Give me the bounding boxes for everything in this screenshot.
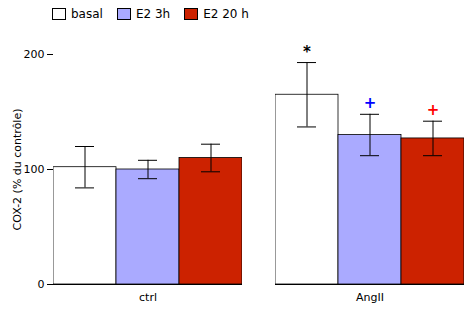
svg-text:COX-2 (% du contrôle): COX-2 (% du contrôle) xyxy=(11,109,24,231)
html-text:E2 20 h: E2 20 h xyxy=(203,7,249,21)
svg-text:AngII: AngII xyxy=(356,291,384,304)
svg-text:100: 100 xyxy=(24,163,45,176)
svg-text:+: + xyxy=(427,101,440,119)
html-text:E2 3h: E2 3h xyxy=(135,7,171,21)
html-text:basal: basal xyxy=(71,7,103,21)
svg-text:200: 200 xyxy=(24,48,45,61)
svg-text:+: + xyxy=(364,94,377,112)
svg-text:ctrl: ctrl xyxy=(139,291,157,304)
svg-text:0: 0 xyxy=(38,278,45,291)
svg-text:*: * xyxy=(303,43,311,61)
